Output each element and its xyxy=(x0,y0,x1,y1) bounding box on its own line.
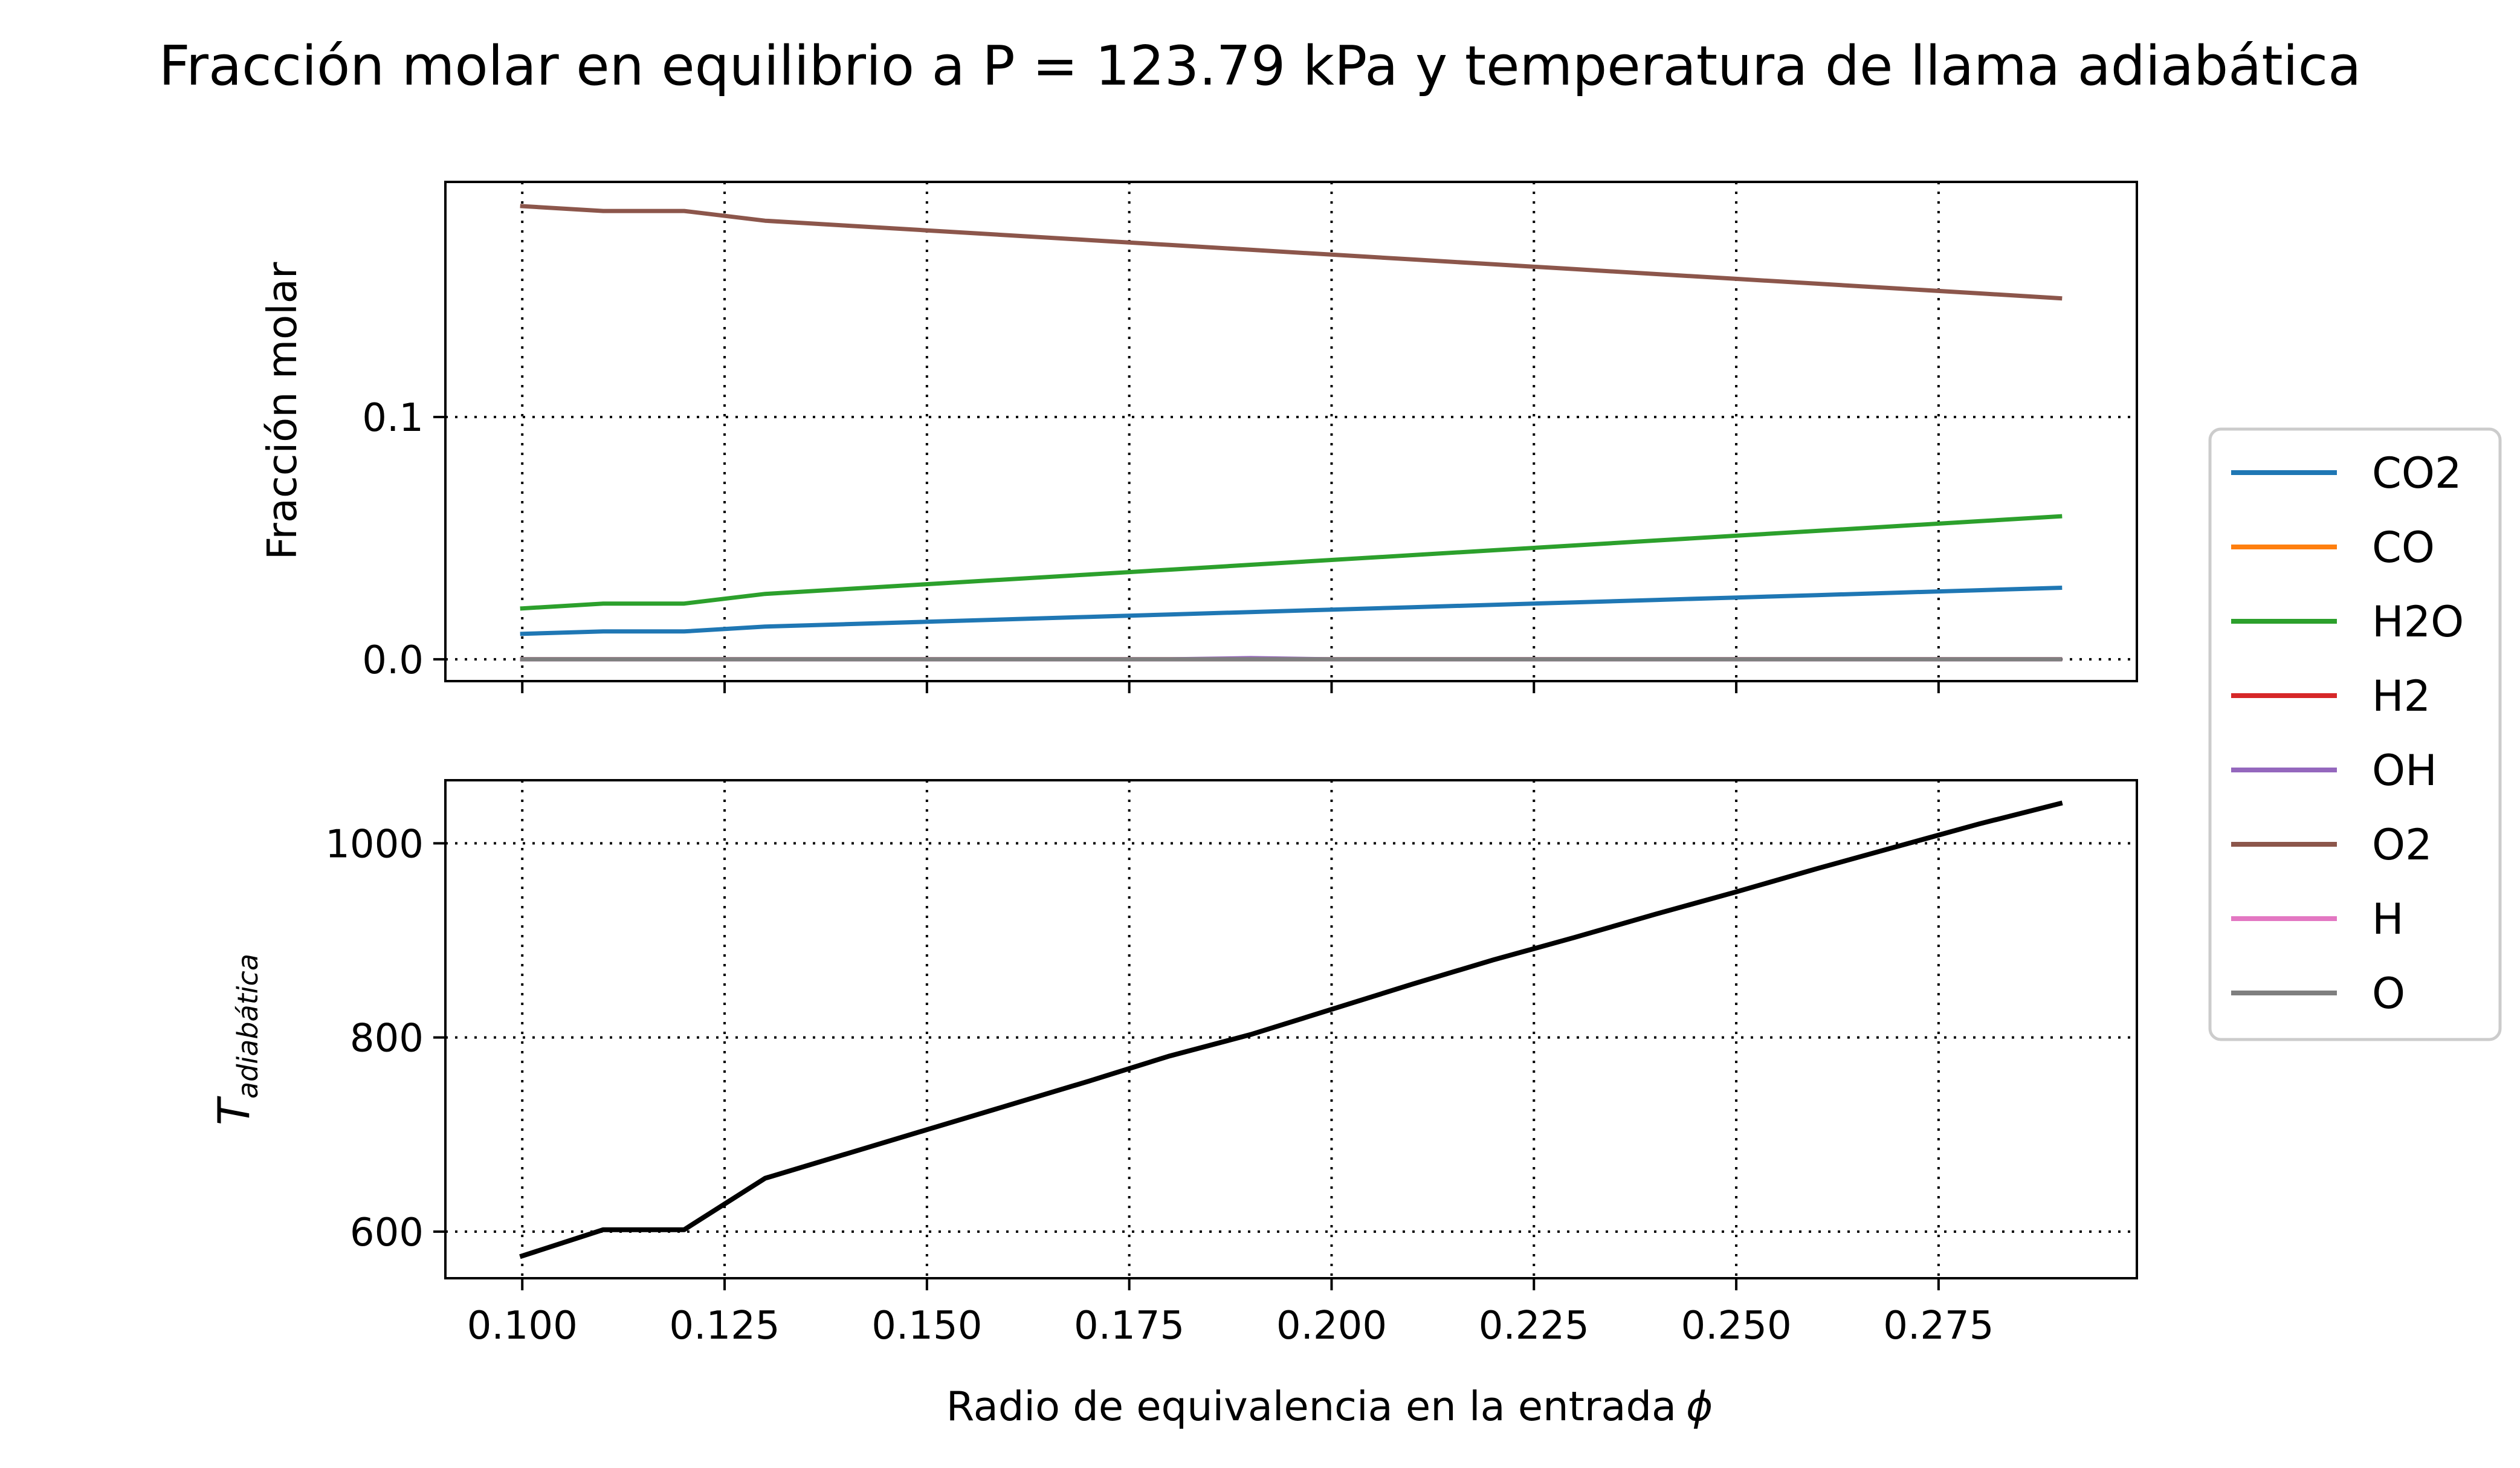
bottom-series-line-temperature xyxy=(519,800,2063,1259)
bottom-y-axis-label-sub: adiabática xyxy=(231,954,264,1099)
x-tick-label: 0.175 xyxy=(1074,1304,1184,1348)
legend-label: O xyxy=(2372,969,2405,1018)
bottom-y-tick-label: 1000 xyxy=(325,822,424,867)
legend-label: O2 xyxy=(2372,820,2432,870)
x-tick-label: 0.225 xyxy=(1479,1304,1589,1348)
legend-label: OH xyxy=(2372,746,2437,795)
legend-item: O xyxy=(2231,969,2405,1018)
legend-item: OH xyxy=(2231,746,2437,795)
legend-item: CO2 xyxy=(2231,448,2462,498)
x-tick-label: 0.100 xyxy=(467,1304,578,1348)
x-tick-label: 0.200 xyxy=(1276,1304,1387,1348)
top-series-line-co2 xyxy=(520,585,2063,636)
legend: CO2 CO H2O H2 OH O2 HO xyxy=(2208,427,2502,1041)
top-series-line-h2o xyxy=(520,514,2063,611)
x-tick-label: 0.275 xyxy=(1883,1304,1994,1348)
legend-box xyxy=(2208,427,2502,1041)
x-tick-label: 0.125 xyxy=(669,1304,780,1348)
bottom-y-axis-label: Tadiabática xyxy=(208,954,264,1125)
chart-title: Fracción molar en equilibrio a P = 123.7… xyxy=(159,34,2362,98)
legend-item: H2 xyxy=(2231,671,2431,721)
bottom-y-tick-label: 800 xyxy=(350,1017,424,1061)
top-y-tick-label: 0.0 xyxy=(362,638,424,683)
legend-label: H xyxy=(2372,894,2404,944)
top-panel: 0.0 0.1 xyxy=(362,181,2138,693)
top-series-line-o2 xyxy=(520,204,2063,301)
legend-label: CO xyxy=(2372,523,2435,572)
bottom-y-axis-label-main: T xyxy=(208,1096,259,1125)
bottom-y-tick-label: 600 xyxy=(350,1211,424,1255)
legend-item: O2 xyxy=(2231,820,2432,870)
bottom-axes-frame xyxy=(444,779,2138,1279)
legend-label: H2O xyxy=(2372,597,2464,647)
legend-label: H2 xyxy=(2372,671,2431,721)
top-y-tick-label: 0.1 xyxy=(362,396,424,441)
legend-label: CO2 xyxy=(2372,448,2462,498)
x-axis-label: Radio de equivalencia en la entrada ϕ xyxy=(946,1383,1713,1430)
legend-item: H xyxy=(2231,894,2404,944)
top-axes-frame xyxy=(444,181,2138,682)
x-tick-label: 0.150 xyxy=(871,1304,982,1348)
x-tick-label: 0.250 xyxy=(1681,1304,1791,1348)
bottom-panel: 0.100 0.125 0.150 0.175 0.200 0.225 0.250 0.275… xyxy=(325,779,2138,1348)
x-axis-label-symbol: ϕ xyxy=(1686,1383,1713,1430)
legend-item: CO xyxy=(2231,523,2435,572)
top-y-axis-label: Fracción molar xyxy=(259,262,306,560)
legend-item: H2O xyxy=(2231,597,2464,647)
x-axis-label-text: Radio de equivalencia en la entrada xyxy=(946,1383,1676,1430)
